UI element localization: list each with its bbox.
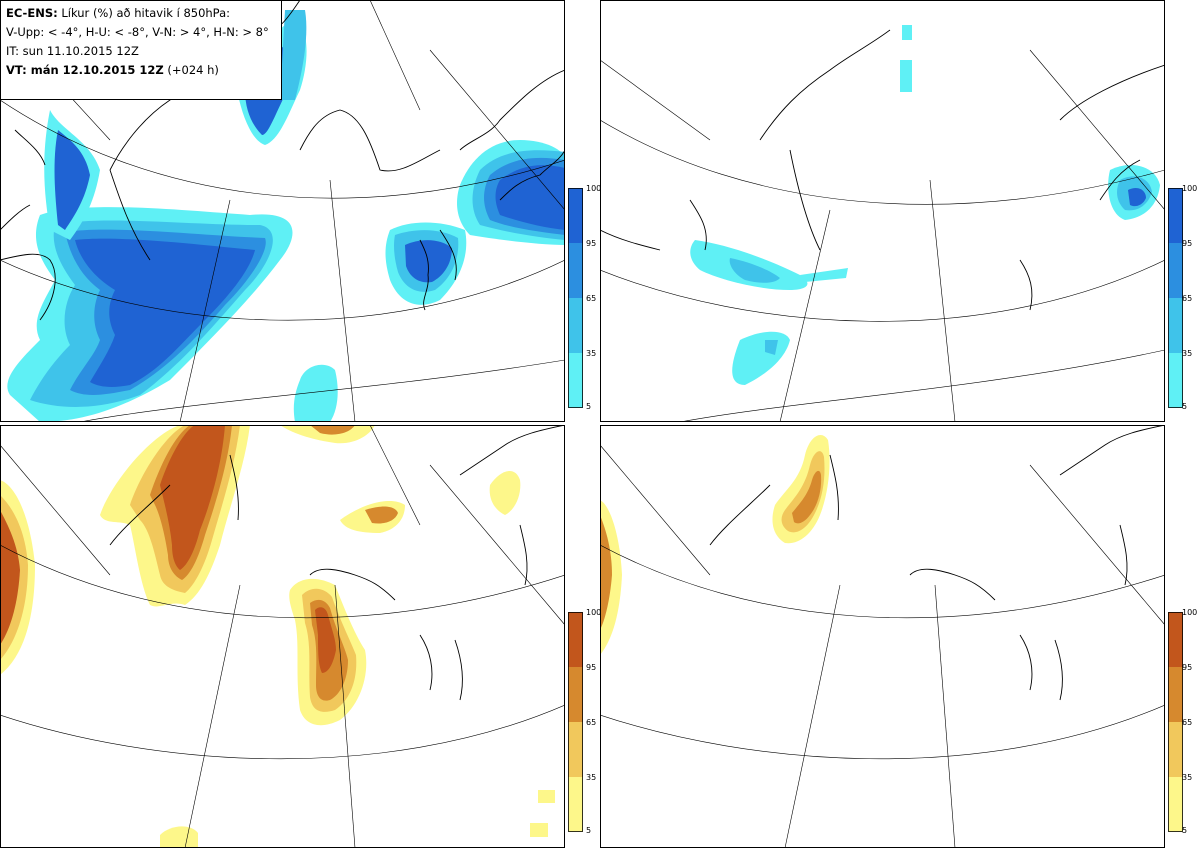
colorbar-cold-right: 100 95 65 35 5	[1168, 184, 1198, 411]
colorbar-tick: 100	[586, 608, 602, 617]
colorbar-tick: 5	[1182, 826, 1188, 835]
map-panel-warm-strong	[600, 425, 1165, 848]
colorbar-tick: 35	[586, 773, 597, 782]
probability-field-warm-strong	[600, 435, 830, 655]
colorbar-tick: 100	[1182, 184, 1198, 193]
colorbar-tick: 65	[586, 294, 597, 303]
thresholds: V-Upp: < -4°, H-U: < -8°, V-N: > 4°, H-N…	[6, 25, 269, 39]
valid-time: VT: mán 12.10.2015 12Z	[6, 63, 164, 77]
probability-field-warm-moderate	[0, 425, 555, 848]
lat-lon-grid	[600, 444, 1165, 848]
coastlines	[709, 425, 1165, 701]
colorbar-tick: 100	[1182, 608, 1198, 617]
lat-lon-grid	[600, 49, 1165, 422]
colorbar-tick: 100	[586, 184, 602, 193]
coastlines	[600, 29, 1165, 311]
colorbar-tick: 5	[586, 826, 592, 835]
init-time: IT: sun 11.10.2015 12Z	[6, 44, 139, 58]
model-label: EC-ENS:	[6, 6, 58, 20]
colorbar-tick: 35	[1182, 349, 1193, 358]
forecast-info-box: EC-ENS: Líkur (%) að hitavik í 850hPa: V…	[0, 0, 282, 100]
colorbar-tick: 95	[586, 239, 597, 248]
map-panel-cold-strong	[600, 0, 1165, 422]
colorbar-cold-left: 100 95 65 35 5	[568, 184, 601, 411]
colorbar-tick: 5	[586, 402, 592, 411]
description: Líkur (%) að hitavik í 850hPa:	[61, 6, 231, 20]
colorbar-warm-left: 100 95 65 35 5	[568, 608, 601, 835]
colorbar-tick: 5	[1182, 402, 1188, 411]
colorbar-tick: 65	[1182, 718, 1193, 727]
colorbar-tick: 65	[586, 718, 597, 727]
lead-time: (+024 h)	[167, 63, 219, 77]
colorbar-tick: 35	[586, 349, 597, 358]
colorbar-tick: 95	[1182, 239, 1193, 248]
coastlines	[109, 425, 565, 701]
colorbar-tick: 35	[1182, 773, 1193, 782]
colorbar-tick: 95	[586, 663, 597, 672]
probability-field-cold-strong	[690, 25, 1160, 385]
lat-lon-grid	[0, 425, 565, 848]
map-panel-warm-moderate	[0, 425, 565, 848]
colorbar-warm-right: 100 95 65 35 5	[1168, 608, 1198, 835]
map-panel-cold-moderate: EC-ENS: Líkur (%) að hitavik í 850hPa: V…	[0, 0, 565, 422]
probability-field-cold-moderate	[7, 10, 565, 422]
lat-lon-grid	[0, 0, 565, 422]
colorbar-tick: 65	[1182, 294, 1193, 303]
colorbar-tick: 95	[1182, 663, 1193, 672]
